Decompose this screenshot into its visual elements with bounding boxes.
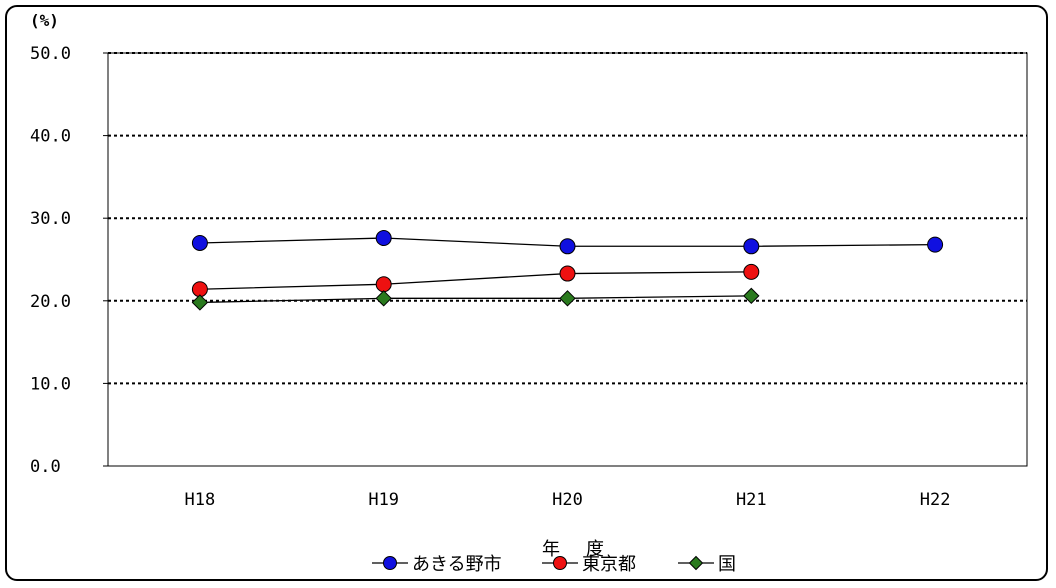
x-tick-label: H22 — [920, 490, 951, 510]
data-point — [743, 263, 760, 280]
y-tick-label: 40.0 — [30, 127, 71, 147]
legend-label: 東京都 — [582, 554, 636, 575]
data-point — [191, 234, 208, 251]
y-tick-label: 10.0 — [30, 374, 71, 394]
data-point — [375, 290, 392, 307]
data-point — [559, 290, 576, 307]
data-point — [383, 556, 397, 570]
y-tick-label: 20.0 — [30, 292, 71, 312]
legend-item: あきる野市 — [372, 554, 502, 575]
legend-label: 国 — [718, 554, 736, 575]
series-1 — [191, 230, 944, 255]
plot-border — [107, 52, 1028, 467]
data-point — [743, 287, 760, 305]
y-unit-label: (%) — [30, 11, 59, 30]
y-tick-label: 50.0 — [30, 44, 71, 64]
data-point — [191, 294, 209, 311]
plot-area — [107, 52, 1028, 467]
data-point — [688, 555, 704, 571]
series-3 — [191, 287, 760, 311]
series-line — [199, 295, 752, 304]
legend-item: 東京都 — [542, 554, 636, 575]
y-axis: 0.0 10.0 20.0 30.0 40.0 50.0 — [30, 44, 108, 477]
x-tick-label: H20 — [552, 490, 583, 510]
series-line — [199, 271, 752, 290]
x-axis-title: 年 度 — [542, 539, 608, 560]
data-point — [375, 276, 392, 293]
x-tick-label: H18 — [185, 490, 216, 510]
y-tick-label: 30.0 — [30, 209, 71, 229]
series-2 — [191, 263, 760, 298]
data-point — [559, 238, 576, 255]
data-point — [553, 556, 567, 570]
x-tick-label: H21 — [736, 490, 767, 510]
legend-item: 国 — [678, 554, 736, 575]
x-axis: H18 H19 H20 H21 H22 — [185, 490, 951, 510]
data-point — [927, 236, 944, 253]
legend: あきる野市 東京都 国 — [372, 554, 736, 575]
legend-label: あきる野市 — [412, 554, 502, 575]
x-tick-label: H19 — [368, 490, 399, 510]
data-point — [743, 238, 760, 255]
data-point — [559, 265, 576, 282]
data-point — [375, 230, 392, 247]
y-tick-label: 0.0 — [30, 457, 61, 477]
series-group — [191, 230, 944, 311]
